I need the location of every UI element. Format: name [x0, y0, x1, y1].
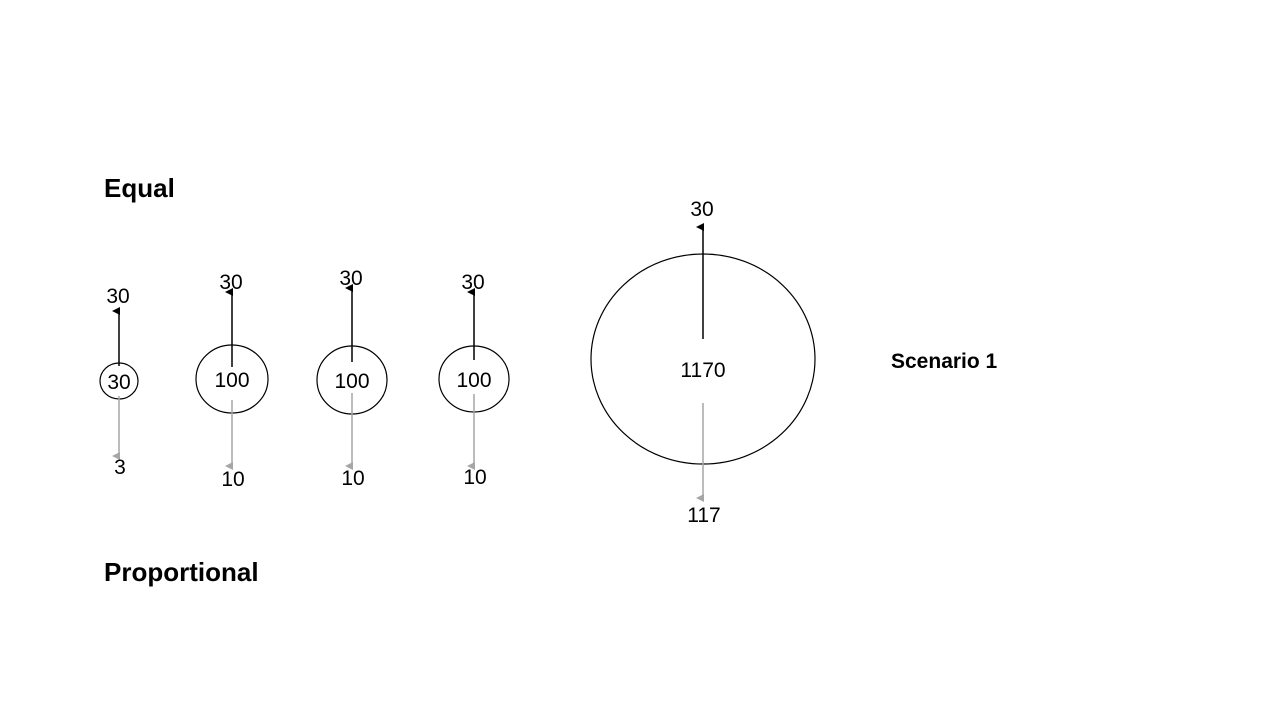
- node-group: 1170 30 117: [590, 198, 816, 527]
- top-flow-label: 30: [690, 198, 713, 221]
- node-value-label: 100: [214, 369, 249, 392]
- bottom-flow-label: 3: [114, 456, 126, 479]
- top-flow-label: 30: [219, 271, 242, 294]
- heading-scenario: Scenario 1: [891, 350, 998, 373]
- heading-proportional: Proportional: [104, 557, 259, 587]
- top-flow-label: 30: [461, 271, 484, 294]
- bottom-flow-label: 10: [463, 466, 486, 489]
- node-group: 100 30 10: [316, 267, 388, 490]
- node-value-label: 30: [107, 371, 130, 394]
- bottom-flow-label: 10: [221, 468, 244, 491]
- node-value-label: 100: [334, 370, 369, 393]
- node-value-label: 1170: [680, 359, 725, 382]
- bottom-flow-label: 117: [687, 504, 720, 527]
- bottom-flow-label: 10: [341, 467, 364, 490]
- node-value-label: 100: [456, 369, 491, 392]
- heading-equal: Equal: [104, 173, 175, 203]
- top-flow-label: 30: [106, 285, 129, 308]
- node-group: 100 30 10: [195, 271, 269, 491]
- node-group: 100 30 10: [438, 271, 510, 489]
- top-flow-label: 30: [339, 267, 362, 290]
- node-group: 30 30 3: [99, 285, 139, 479]
